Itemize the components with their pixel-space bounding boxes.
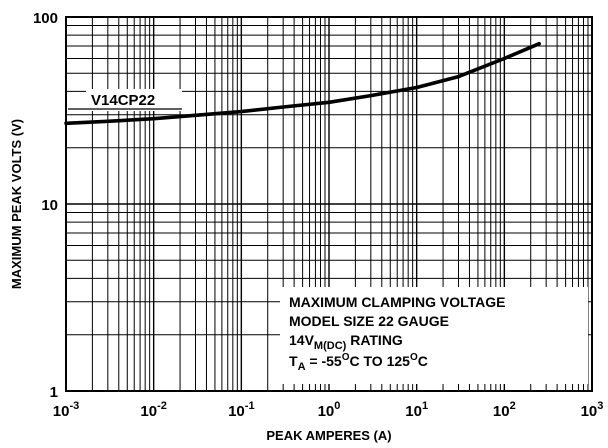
series-label-v14cp22: V14CP22 [91,92,155,109]
x-tick-label: 10-1 [228,400,254,420]
x-tick-label: 103 [581,400,604,420]
annotation: MAXIMUM CLAMPING VOLTAGE MODEL SIZE 22 G… [289,294,505,373]
annotation-line-1: MAXIMUM CLAMPING VOLTAGE [289,294,505,310]
tick-labels: 10-3 10-2 10-1 100 101 102 103 1 10 100 [33,10,603,420]
x-tick-label: 10-3 [53,400,79,420]
annotation-line-4: TA = -55OC TO 125OC [289,352,428,373]
x-tick-label: 101 [405,400,428,420]
plot-frame [65,16,593,392]
x-tick-label: 10-2 [140,400,166,420]
x-tick-label: 100 [318,400,341,420]
series-label-bg [86,89,182,111]
annotation-box [280,287,588,384]
y-tick-label: 10 [41,197,58,214]
series-layer [64,41,541,126]
x-axis-label: PEAK AMPERES (A) [266,428,391,443]
annotation-line-2: MODEL SIZE 22 GAUGE [289,313,449,329]
annotation-line-3: 14VM(DC) RATING [289,332,403,352]
series-line [64,41,541,126]
x-tick-label: 102 [493,400,516,420]
y-axis-label: MAXIMUM PEAK VOLTS (V) [9,119,24,289]
y-tick-label: 1 [50,384,58,401]
y-tick-label: 100 [33,10,58,27]
